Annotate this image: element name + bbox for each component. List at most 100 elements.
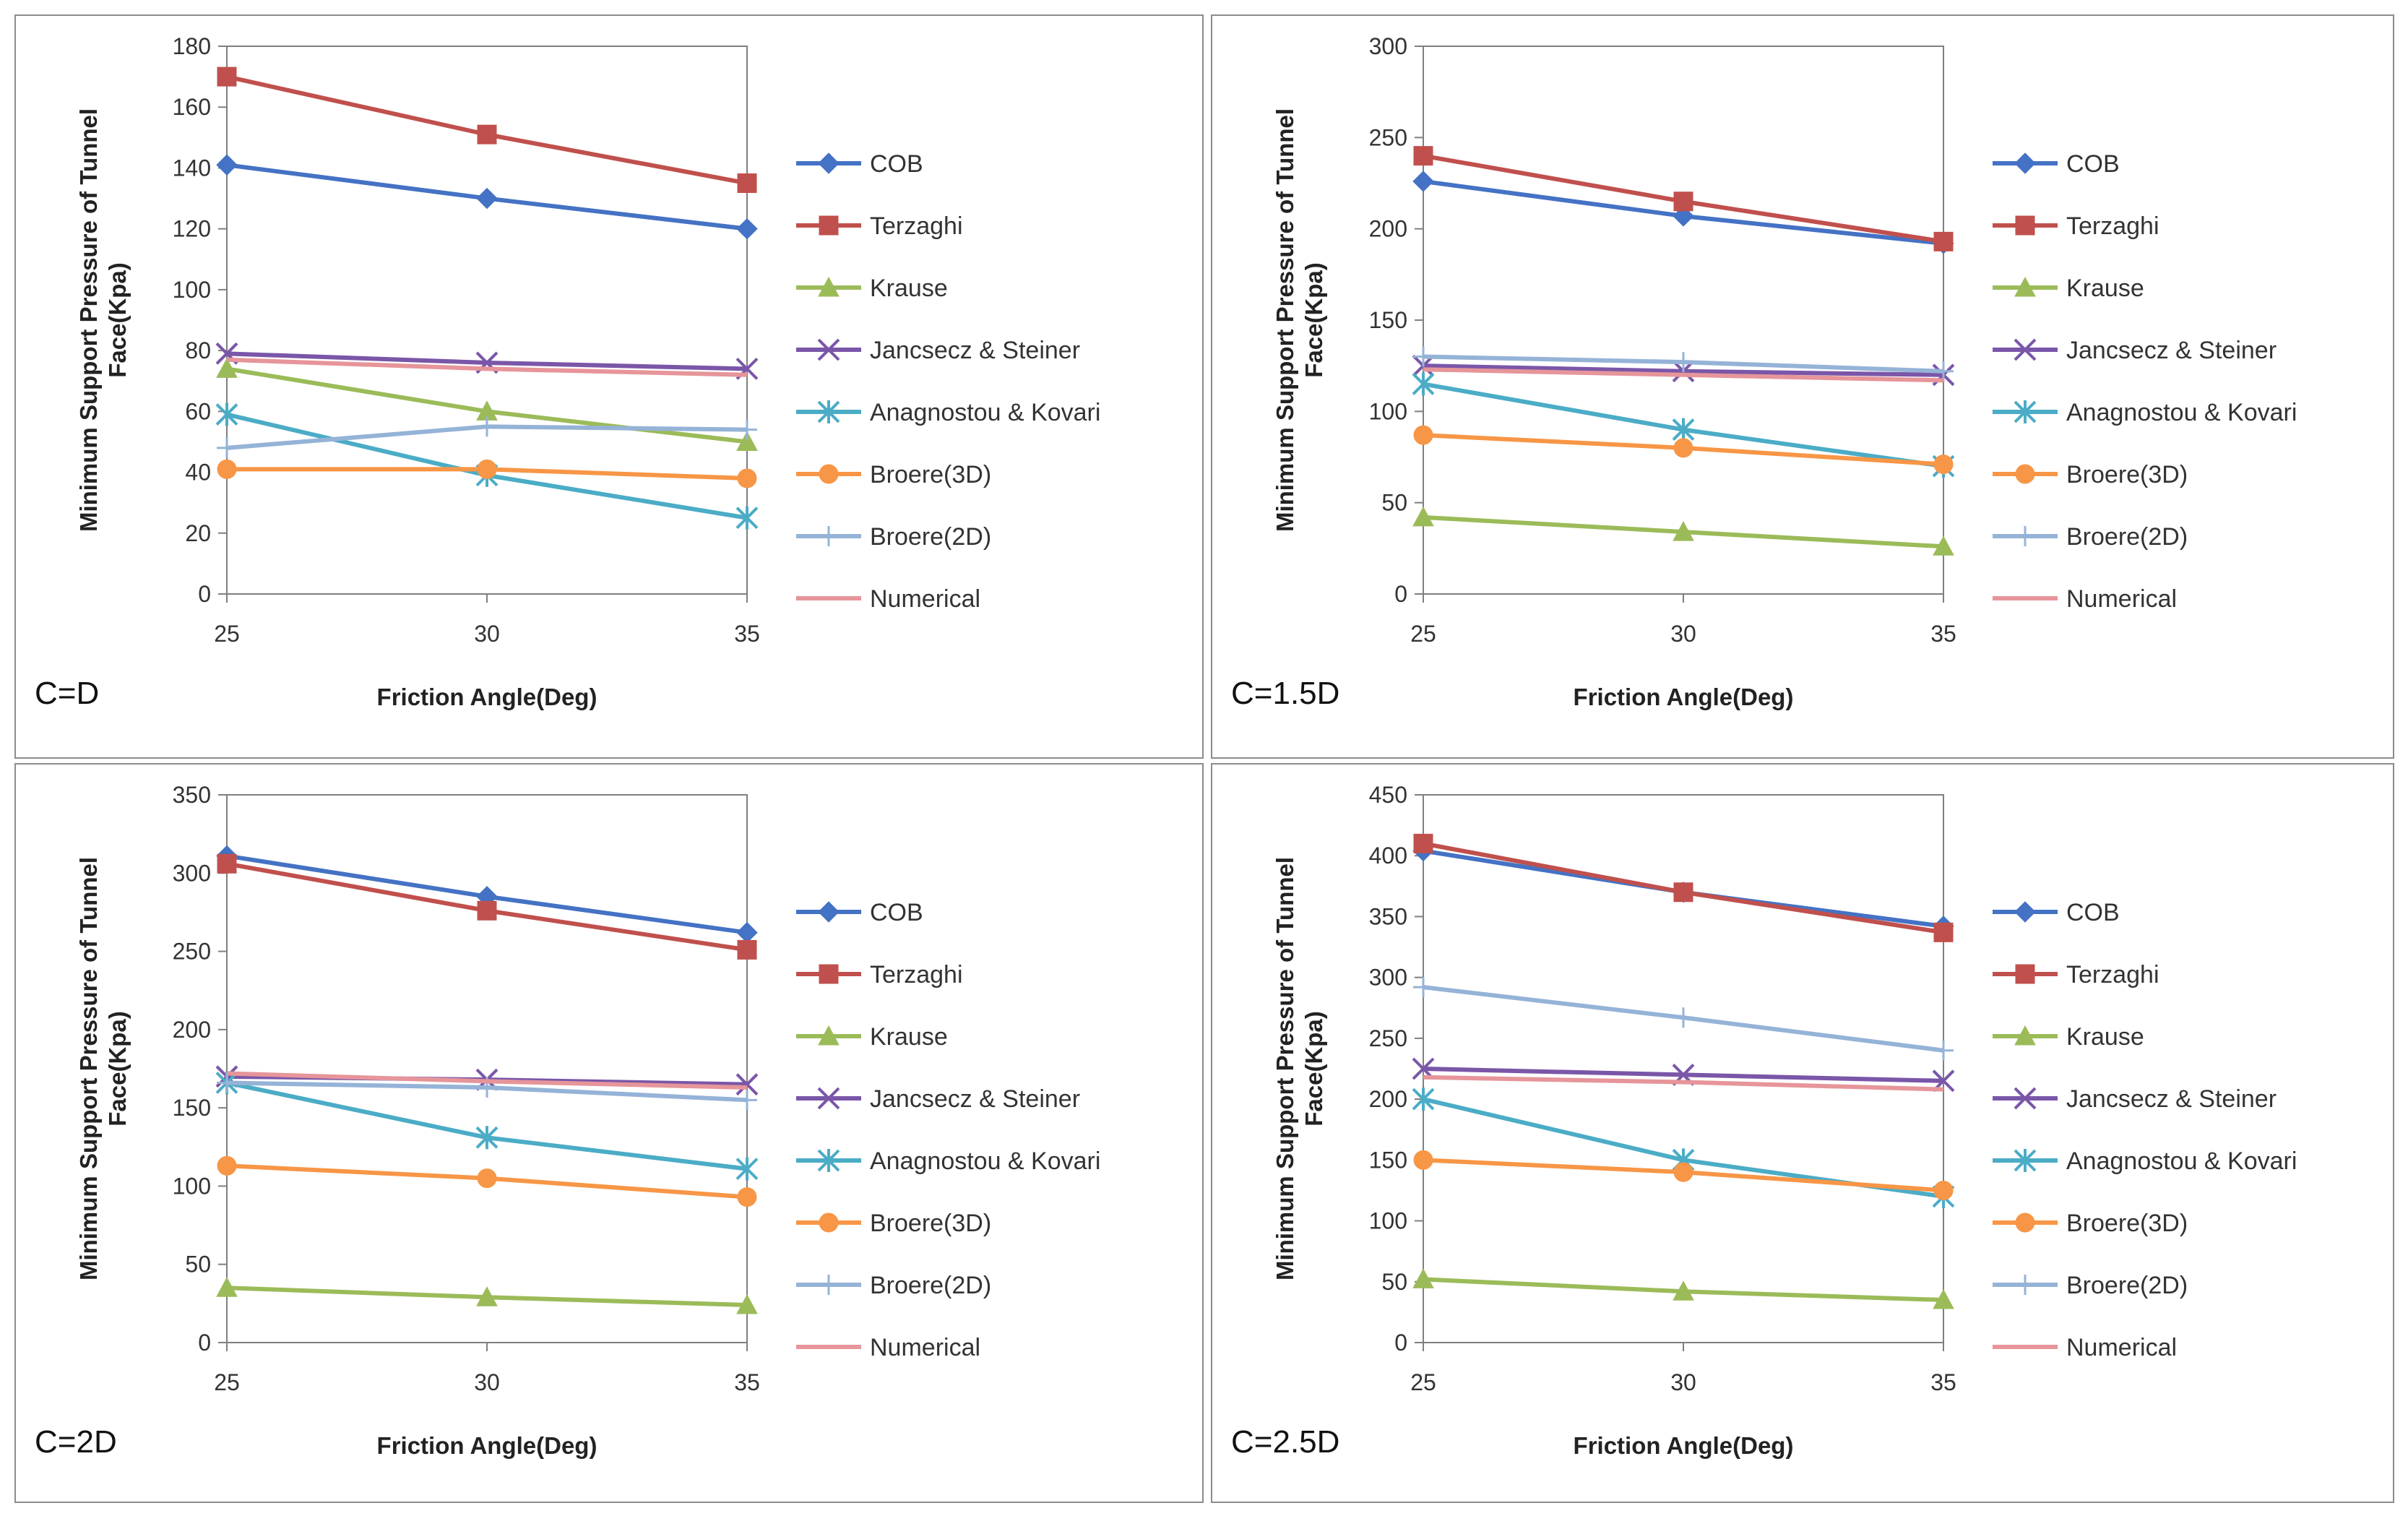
y-tick-label: 100 (1369, 398, 1407, 424)
legend-item-cob: COB (796, 899, 923, 926)
series-krause (216, 358, 758, 451)
x-axis-title: Friction Angle(Deg) (1574, 684, 1794, 710)
data-point-broere-2d (217, 437, 237, 458)
data-point-anagnostou-kovari (1412, 372, 1435, 396)
legend-swatch-marker (2014, 152, 2036, 174)
y-tick-label: 60 (185, 398, 211, 424)
legend-label: Anagnostou & Kovari (870, 1147, 1100, 1175)
y-tick-label: 0 (198, 1330, 211, 1356)
data-point-broere-2d (1673, 1007, 1693, 1028)
data-point-terzaghi (217, 66, 237, 87)
data-point-broere-3d (477, 1168, 497, 1189)
series-terzaghi (217, 66, 757, 193)
legend-item-terzaghi: Terzaghi (1993, 212, 2159, 240)
data-point-broere-3d (1933, 455, 1954, 475)
data-point-anagnostou-kovari (475, 1126, 499, 1150)
legend-item-broere-2d: Broere(2D) (1993, 1272, 2188, 1299)
legend-label: Broere(3D) (870, 461, 991, 488)
chart-svg: 0 50 100 150 200 250 300 25 30 35 Friction Angle(D… (1231, 33, 2297, 711)
y-axis-title: Minimum Support Pressure of TunnelFace(K… (1272, 857, 1327, 1280)
x-tick-label: 25 (214, 621, 240, 647)
legend-label: Terzaghi (870, 961, 963, 989)
y-tick-label: 250 (1369, 1025, 1407, 1051)
data-point-terzaghi (477, 124, 497, 145)
series-cob (216, 154, 758, 240)
y-tick-label: 200 (173, 1017, 211, 1043)
legend-item-cob: COB (1993, 150, 2120, 178)
data-point-broere-3d (477, 459, 497, 479)
y-tick-label: 0 (1394, 1330, 1407, 1356)
y-tick-label: 80 (185, 337, 211, 363)
series-broere-3d (1413, 425, 1954, 475)
y-tick-label: 40 (185, 460, 211, 486)
series-anagnostou-kovari (1412, 1088, 1955, 1208)
series-broere-3d (1413, 1150, 1954, 1200)
data-point-broere-2d (1933, 361, 1954, 382)
legend-item-terzaghi: Terzaghi (796, 212, 963, 240)
data-point-broere-3d (737, 468, 757, 488)
legend-swatch-marker (2015, 464, 2035, 484)
series-numerical (226, 1071, 748, 1090)
x-tick-label: 25 (214, 1369, 240, 1395)
y-tick-label: 350 (173, 782, 211, 808)
legend-label: Broere(3D) (870, 1210, 991, 1237)
data-point-broere-3d (1673, 1162, 1693, 1182)
data-point-krause (1933, 1288, 1954, 1309)
data-point-terzaghi (1673, 882, 1693, 903)
y-tick-label: 200 (1369, 216, 1407, 242)
legend-swatch-marker (2015, 964, 2035, 984)
data-point-krause (1412, 506, 1434, 527)
legend-label: Terzaghi (870, 212, 963, 240)
data-point-broere-3d (1933, 1180, 1954, 1200)
legend-label: Jancsecz & Steiner (870, 337, 1080, 364)
data-point-broere-3d (217, 1155, 237, 1176)
data-point-krause (476, 1286, 498, 1306)
legend-swatch-marker (2014, 1087, 2037, 1110)
chart-svg: 0 20 40 60 80 100 120 140 160 180 25 30 35 Friction A… (35, 33, 1100, 711)
data-point-anagnostou-kovari (215, 402, 238, 426)
data-point-anagnostou-kovari (1672, 418, 1695, 442)
legend-item-broere-2d: Broere(2D) (1993, 523, 2188, 551)
data-point-anagnostou-kovari (1412, 1088, 1435, 1111)
series-terzaghi (217, 853, 757, 960)
data-point-terzaghi (737, 939, 757, 960)
series-krause (216, 1277, 758, 1314)
legend-swatch-marker (818, 901, 840, 923)
legend-swatch-marker (817, 400, 840, 423)
series-numerical (1423, 1074, 1944, 1092)
legend-item-krause: Krause (1993, 275, 2144, 302)
legend-label: Krause (870, 1023, 948, 1051)
data-point-broere-2d (1673, 352, 1693, 373)
chart-panel-c-d: 0 20 40 60 80 100 120 140 160 180 25 30 35 Friction A… (14, 14, 1204, 759)
legend-label: Broere(2D) (2066, 523, 2188, 551)
data-point-broere-2d (737, 419, 757, 440)
data-point-krause (1673, 521, 1694, 541)
data-point-krause (1933, 535, 1954, 556)
legend-label: COB (870, 150, 923, 178)
legend-swatch-marker (2015, 215, 2035, 236)
series-terzaghi (1413, 833, 1954, 942)
x-tick-label: 35 (1930, 621, 1956, 647)
legend-swatch-marker (819, 526, 839, 546)
legend-label: Broere(2D) (2066, 1272, 2188, 1299)
data-point-terzaghi (1673, 191, 1693, 212)
x-tick-label: 30 (1670, 1369, 1696, 1395)
data-point-terzaghi (737, 173, 757, 193)
legend-item-krause: Krause (796, 275, 948, 302)
legend-item-anagnostou-kovari: Anagnostou & Kovari (1993, 399, 2297, 426)
legend-label: Broere(2D) (870, 523, 991, 551)
y-tick-label: 300 (1369, 33, 1407, 59)
legend-swatch-marker (818, 276, 840, 297)
y-axis-title: Minimum Support Pressure of TunnelFace(K… (1272, 108, 1327, 532)
legend-item-krause: Krause (796, 1023, 948, 1051)
legend-item-jancsecz-steiner: Jancsecz & Steiner (796, 1085, 1080, 1113)
legend-label: Jancsecz & Steiner (2066, 337, 2277, 364)
legend-label: Anagnostou & Kovari (2066, 399, 2297, 426)
legend-swatch-marker (819, 215, 839, 236)
y-tick-label: 100 (173, 1173, 211, 1199)
y-tick-label: 50 (185, 1252, 211, 1278)
data-point-broere-2d (1413, 977, 1433, 998)
y-tick-label: 160 (173, 94, 211, 120)
y-tick-label: 100 (173, 277, 211, 303)
